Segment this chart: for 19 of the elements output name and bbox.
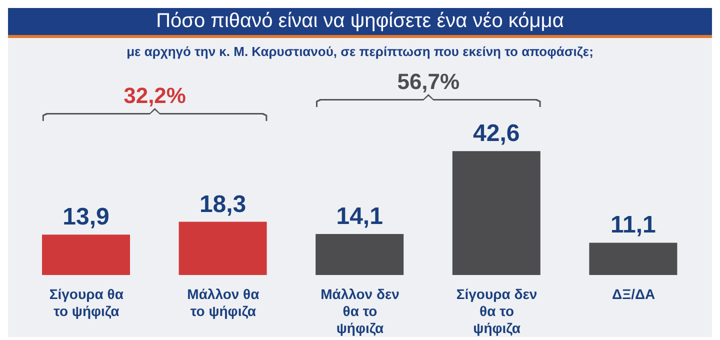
data-label: 14,1 [336,202,383,230]
bar [42,234,130,275]
bar [178,222,267,275]
x-tick-label: ΔΞ/ΔΑ [612,286,656,302]
bar [316,234,404,275]
data-label: 13,9 [62,204,110,231]
bar [589,242,678,275]
data-label: 18,3 [199,190,246,218]
chart-subtitle: με αρχηγό την κ. Μ. Καρυστιανού, σε περίπτωση που εκείνη το αποφάσιζε; [126,43,594,61]
chart-title: Πόσο πιθανό είναι να ψηφίσετε ένα νέο κόμμα [8,8,712,38]
data-label: 11,1 [610,212,656,239]
text: 32,2% [124,83,186,108]
x-tick-label: Μάλλον θα το ψήφιζα [187,286,260,319]
bar [452,151,540,275]
x-tick-label: Σίγουρα δεν θα το ψήφιζα [456,286,538,336]
x-tick-label: Σίγουρα θα το ψήφιζα [49,286,124,319]
x-tick-label: Μάλλον δεν θα το ψήφιζα [320,286,400,336]
text: 56,7% [397,69,460,94]
data-label: 42,6 [473,120,520,148]
